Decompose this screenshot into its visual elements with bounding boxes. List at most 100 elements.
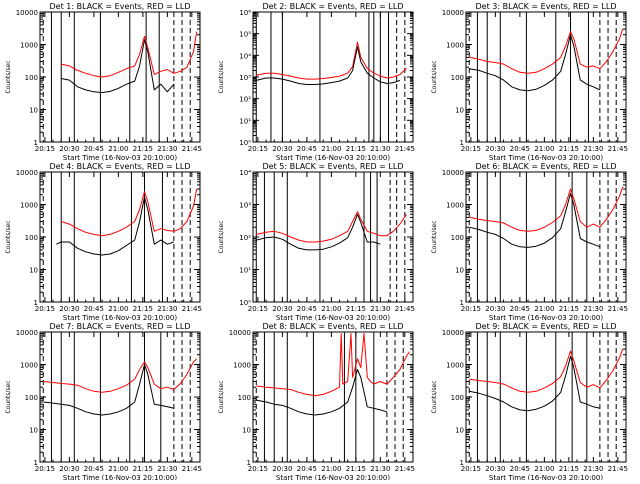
y-axis-label: Counts/sec — [218, 380, 225, 413]
x-tick-label: 21:00 — [108, 305, 128, 313]
y-axis-label: Counts/sec — [5, 220, 12, 253]
x-tick-label: 21:30 — [157, 305, 177, 313]
x-tick-label: 21:00 — [534, 465, 554, 473]
x-axis-label: Start Time (16-Nov-03 20:10:00) — [489, 474, 603, 480]
y-axis-label: Counts/sec — [431, 220, 438, 253]
x-axis-label: Start Time (16-Nov-03 20:10:00) — [489, 154, 603, 162]
y-tick-label: 1000 — [446, 202, 464, 210]
x-tick-label: 20:15 — [461, 465, 481, 473]
y-tick-label: 10 — [455, 427, 464, 435]
y-tick-label: 10 — [29, 267, 38, 275]
x-axis-label: Start Time (16-Nov-03 20:10:00) — [276, 314, 390, 322]
y-tick-label: 10 — [455, 107, 464, 115]
y-tick-label: 10 — [29, 107, 38, 115]
y-tick-label: 1 — [460, 299, 464, 307]
plot-frame — [252, 331, 414, 463]
x-tick-label: 21:15 — [559, 145, 579, 153]
y-tick-label: 10 — [242, 427, 251, 435]
y-tick-label: 10⁴ — [239, 52, 251, 60]
y-tick-label: 10⁰ — [239, 299, 251, 307]
detector-panel-9: Det 9: BLACK = Events, RED = LLD 1 10 100 10… — [431, 322, 628, 482]
x-tick-label: 20:15 — [35, 465, 55, 473]
x-tick-label: 21:30 — [370, 145, 390, 153]
x-tick-label: 21:45 — [395, 305, 415, 313]
x-tick-label: 21:15 — [346, 465, 366, 473]
y-tick-label: 10¹ — [239, 267, 251, 275]
lld-series-line — [469, 348, 624, 393]
y-tick-label: 1000 — [446, 42, 464, 50]
x-tick-label: 20:45 — [510, 305, 530, 313]
panel-title: Det 4: BLACK = Events, RED = LLD — [50, 162, 191, 171]
x-tick-label: 21:30 — [583, 465, 603, 473]
events-series-line — [469, 34, 601, 92]
y-tick-label: 10⁰ — [239, 139, 251, 147]
y-tick-label: 10 — [455, 267, 464, 275]
y-tick-label: 10³ — [239, 202, 251, 210]
x-tick-label: 20:30 — [485, 465, 505, 473]
x-tick-label: 21:00 — [108, 145, 128, 153]
detector-panel-5: Det 5: BLACK = Events, RED = LLD 10⁰ 10¹ 10… — [218, 162, 415, 322]
y-tick-label: 10⁵ — [239, 31, 251, 39]
x-tick-label: 20:15 — [248, 465, 268, 473]
x-tick-label: 20:30 — [59, 145, 79, 153]
y-tick-label: 10³ — [239, 74, 251, 82]
y-tick-label: 1 — [460, 139, 464, 147]
lld-series-line — [256, 333, 411, 397]
events-series-line — [256, 46, 401, 85]
y-tick-label: 1000 — [20, 42, 38, 50]
x-tick-label: 20:30 — [59, 305, 79, 313]
events-series-line — [256, 369, 388, 416]
x-tick-label: 21:00 — [534, 145, 554, 153]
detector-panel-4: Det 4: BLACK = Events, RED = LLD 1 10 100 10… — [5, 162, 202, 322]
plot-frame — [252, 171, 414, 303]
y-tick-label: 10000 — [16, 169, 38, 177]
y-tick-label: 100 — [25, 394, 38, 402]
x-tick-label: 21:30 — [157, 465, 177, 473]
y-tick-label: 10¹ — [239, 117, 251, 125]
y-tick-label: 10 — [29, 427, 38, 435]
panel-title: Det 7: BLACK = Events, RED = LLD — [50, 322, 191, 331]
y-axis-label: Counts/sec — [218, 60, 225, 93]
y-axis-label: Counts/sec — [431, 60, 438, 93]
x-tick-label: 21:15 — [559, 305, 579, 313]
y-axis-label: Counts/sec — [5, 60, 12, 93]
plot-frame — [39, 171, 201, 303]
events-series-line — [469, 355, 601, 412]
x-tick-label: 20:30 — [59, 465, 79, 473]
panel-title: Det 5: BLACK = Events, RED = LLD — [263, 162, 404, 171]
panel-title: Det 8: BLACK = Events, RED = LLD — [263, 322, 404, 331]
y-tick-label: 1 — [34, 299, 38, 307]
y-tick-label: 1 — [34, 139, 38, 147]
y-tick-label: 10² — [239, 96, 251, 104]
x-tick-label: 20:45 — [510, 145, 530, 153]
x-tick-label: 21:15 — [133, 465, 153, 473]
y-tick-label: 1 — [247, 459, 251, 467]
x-tick-label: 21:45 — [608, 465, 628, 473]
x-axis-label: Start Time (16-Nov-03 20:10:00) — [63, 474, 177, 480]
x-tick-label: 21:30 — [370, 465, 390, 473]
x-tick-label: 21:00 — [321, 465, 341, 473]
x-tick-label: 21:00 — [534, 305, 554, 313]
panel-title: Det 6: BLACK = Events, RED = LLD — [476, 162, 617, 171]
x-tick-label: 20:15 — [461, 305, 481, 313]
x-tick-label: 21:45 — [395, 145, 415, 153]
plot-frame — [39, 331, 201, 463]
x-tick-label: 20:30 — [272, 305, 292, 313]
lld-series-line — [43, 358, 198, 393]
y-tick-label: 1000 — [20, 362, 38, 370]
x-tick-label: 20:30 — [272, 465, 292, 473]
events-series-line — [256, 213, 381, 251]
detector-panel-1: Det 1: BLACK = Events, RED = LLD 1 10 100 10… — [5, 2, 202, 162]
x-tick-label: 21:45 — [182, 465, 202, 473]
y-axis-label: Counts/sec — [5, 380, 12, 413]
plot-frame — [465, 171, 627, 303]
lld-series-line — [469, 186, 624, 232]
y-tick-label: 10² — [239, 234, 251, 242]
x-axis-label: Start Time (16-Nov-03 20:10:00) — [63, 154, 177, 162]
panel-title: Det 1: BLACK = Events, RED = LLD — [50, 2, 191, 11]
x-tick-label: 21:15 — [133, 145, 153, 153]
y-tick-label: 1 — [34, 459, 38, 467]
x-axis-label: Start Time (16-Nov-03 20:10:00) — [276, 154, 390, 162]
x-tick-label: 21:45 — [395, 465, 415, 473]
